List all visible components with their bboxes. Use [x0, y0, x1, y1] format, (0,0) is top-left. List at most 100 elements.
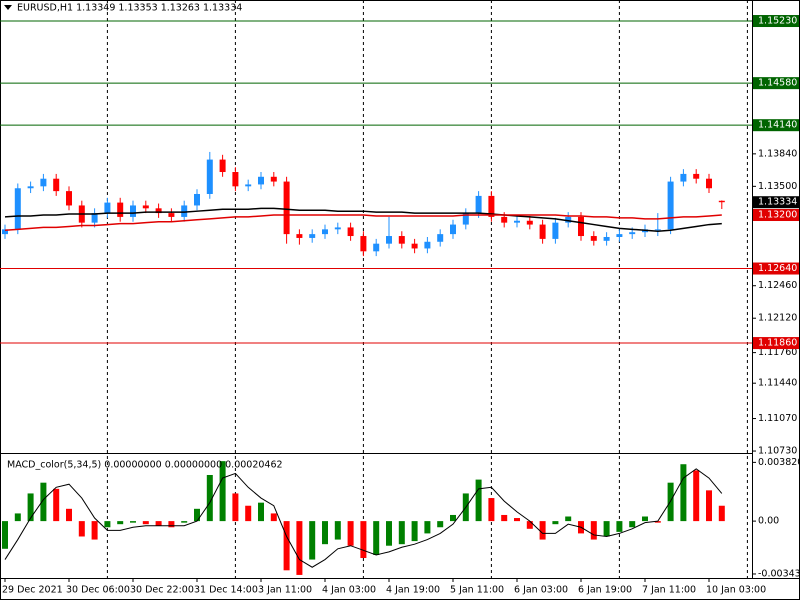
plot [0, 20, 752, 575]
x-tick-label: 4 Jan 19:00 [386, 585, 440, 596]
y-tick-label: 1.11070 [758, 413, 797, 424]
candle-body [309, 234, 316, 238]
moving-average [4, 214, 722, 232]
macd-bar [309, 521, 316, 560]
chart-title: EURUSD,H1 1.13349 1.13353 1.13263 1.1333… [17, 3, 242, 14]
level-box [753, 337, 799, 350]
macd-bar [270, 513, 277, 522]
symbol-menu-icon[interactable] [4, 5, 12, 10]
candle-body [40, 178, 47, 187]
candle-body [27, 186, 34, 189]
macd-bar [168, 521, 175, 528]
macd-bar [232, 493, 239, 522]
macd-bar [27, 493, 34, 522]
grid [106, 0, 748, 578]
macd-bar [66, 508, 72, 522]
macd-bar [450, 514, 456, 522]
candle-body [322, 229, 328, 235]
macd-bar [654, 521, 661, 523]
candle-body [654, 229, 661, 231]
price-marker-label: 1.13200 [758, 210, 797, 221]
x-tick-label: 6 Jan 03:00 [514, 585, 568, 596]
macd-bar [629, 521, 636, 528]
macd-bar [680, 464, 687, 522]
macd-bar [347, 521, 354, 546]
axis: 29 Dec 2021 30 Dec 06:00 30 Dec 22:00 31 De… [2, 15, 800, 596]
y-tick-label: 1.11760 [758, 347, 797, 358]
candle-body [91, 213, 98, 223]
macd-bar [437, 521, 444, 528]
macd-bar [642, 516, 648, 522]
macd-bar [104, 521, 111, 528]
macd-bar [424, 521, 431, 534]
level-label: 1.14140 [758, 120, 797, 131]
candle-body [603, 236, 610, 241]
candle-body [552, 222, 559, 239]
candle-body [117, 202, 124, 217]
macd-bar [53, 488, 60, 522]
macd-bar [322, 521, 328, 545]
candle-body [181, 205, 188, 217]
level-label: 1.14580 [758, 78, 797, 89]
candle-body [2, 229, 8, 235]
price-marker [753, 196, 799, 209]
macd-bar [398, 521, 405, 545]
y-tick-label: 1.12120 [758, 313, 797, 324]
macd-bar [539, 521, 546, 540]
macd-bar [501, 514, 508, 522]
macd-bar [475, 479, 482, 522]
level-box [753, 15, 799, 28]
macd-bar [360, 521, 367, 559]
x-tick-label: 4 Jan 03:00 [322, 585, 376, 596]
candle-body [475, 195, 482, 214]
candle-body [488, 195, 495, 217]
macd-bar [245, 505, 252, 522]
x-tick-label: 3 Jan 11:00 [258, 585, 312, 596]
macd-bar [373, 521, 380, 555]
level-label: 1.15230 [758, 16, 797, 27]
macd-bar [130, 521, 136, 523]
x-tick-label: 30 Dec 22:00 [130, 585, 194, 596]
x-tick-label: 31 Dec 14:00 [194, 585, 258, 596]
candle-body [526, 220, 533, 225]
macd-bar [386, 521, 392, 546]
candle-body [104, 202, 111, 214]
candle-body [462, 213, 469, 225]
macd-bar [526, 521, 533, 529]
level-box [753, 77, 799, 90]
candle-body [398, 236, 405, 244]
candle-body [437, 234, 444, 242]
candle-body [130, 205, 136, 217]
macd-bar [181, 521, 188, 523]
macd-bar [2, 521, 8, 549]
signal-line [4, 468, 723, 568]
candle-body [578, 216, 584, 237]
candle-body [424, 241, 431, 249]
macd-bar [142, 521, 149, 525]
x-tick-label: 5 Jan 11:00 [450, 585, 504, 596]
candle-body [296, 234, 303, 238]
candle-body [501, 216, 508, 223]
candle-body [514, 220, 520, 223]
candle-body [219, 159, 226, 173]
macd-bar [14, 513, 21, 522]
macd-bar [706, 490, 712, 522]
macd-bar [565, 516, 572, 522]
x-tick-label: 29 Dec 2021 [2, 585, 63, 596]
macd-bar [219, 461, 226, 522]
y-tick-label: 1.13840 [758, 148, 797, 159]
macd-bar [117, 521, 124, 525]
macd-bar [693, 470, 700, 522]
x-tick-label: 30 Dec 06:00 [66, 585, 130, 596]
candle-body [706, 178, 712, 189]
candle-body [539, 224, 546, 239]
candle-body [590, 236, 597, 241]
candle-body [245, 184, 252, 187]
macd-bar [78, 521, 85, 537]
candle-body [718, 200, 725, 203]
indicator-title: MACD_color(5,34,5) 0.00000000 0.00000000… [7, 460, 283, 471]
moving-average [4, 207, 722, 233]
macd-bar [552, 521, 559, 525]
